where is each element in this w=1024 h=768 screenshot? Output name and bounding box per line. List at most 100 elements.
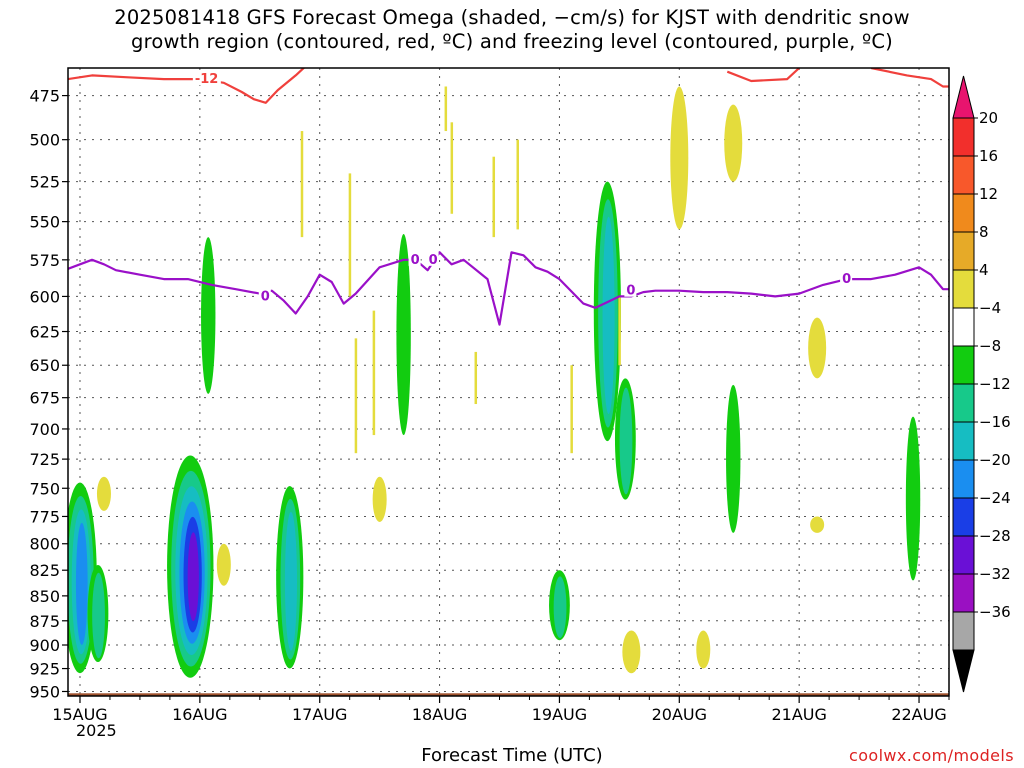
freezing-level-label: 0 [411,253,420,268]
omega-negative-cell [92,572,105,659]
omega-positive-cell [670,86,689,230]
freezing-level-label: 0 [261,289,270,304]
omega-negative-cell [553,576,567,639]
omega-positive-cell [810,516,825,533]
omega-positive-cell [96,476,111,511]
x-tick-label: 19AUG [532,705,587,724]
omega-positive-streak [618,296,621,366]
colorbar-label: −24 [979,489,1011,507]
omega-positive-streak [570,365,573,454]
omega-positive-streak [354,338,358,454]
colorbar-swatch [952,573,975,613]
colorbar-label: 20 [979,109,998,127]
omega-negative-cell [201,237,216,394]
y-tick-label: 925 [29,660,60,679]
freezing-level-label-bg [408,251,421,266]
year-label: 2025 [76,721,117,740]
freezing-level-contour [68,251,949,326]
omega-negative-cell [396,234,411,436]
freezing-level-label: 0 [842,272,851,287]
y-tick-label: 800 [29,535,60,554]
colorbar-swatch [952,307,975,347]
colorbar-label: −16 [979,413,1011,431]
omega-positive-streak [300,131,304,238]
freezing-level-label-bg [624,282,637,297]
colorbar-swatch [952,497,975,537]
y-tick-label: 500 [29,131,60,150]
colorbar-swatch [952,611,975,651]
chart-title: 2025081418 GFS Forecast Omega (shaded, −… [0,6,1024,54]
colorbar-bottom-arrow [952,649,975,693]
y-tick-label: 700 [29,420,60,439]
y-tick-label: 650 [29,356,60,375]
y-tick-label: 750 [29,479,60,498]
freezing-level-label-bg [840,271,853,286]
colorbar-swatch [952,421,975,461]
omega-positive-cell [808,317,827,379]
omega-negative-cell [187,532,199,622]
chart-title-line-2: growth region (contoured, red, ºC) and f… [131,30,893,53]
colorbar-label: −12 [979,375,1011,393]
y-tick-label: 900 [29,636,60,655]
y-tick-label: 875 [29,612,60,631]
colorbar-label: 8 [979,223,989,241]
colorbar-label: −4 [979,299,1001,317]
x-tick-label: 21AUG [771,705,826,724]
y-tick-label: 550 [29,213,60,232]
dgz-contour [68,68,306,104]
y-tick-label: 825 [29,561,60,580]
colorbar-label: −36 [979,603,1011,621]
colorbar-swatch [952,383,975,423]
dgz-label-bg [192,71,221,86]
freezing-level-label: 0 [429,253,438,268]
colorbar-swatch [952,269,975,309]
omega-negative-cell [602,216,615,415]
omega-positive-cell [622,630,641,674]
colorbar-swatch [952,193,975,233]
omega-positive-streak [450,122,454,214]
y-tick-label: 725 [29,450,60,469]
dgz-label: -12 [195,72,219,87]
freezing-level-label-bg [258,288,271,303]
y-tick-label: 600 [29,287,60,306]
ground-surface [68,693,949,696]
omega-shading [68,86,921,678]
colorbar-label: −32 [979,565,1011,583]
x-axis: 15AUG 16AUG 17AUG 18AUG 19AUG 20AUG 21AUG 22AUG [52,696,950,724]
colorbar-label: 4 [979,261,989,279]
x-tick-label: 15AUG [52,705,107,724]
credit-link[interactable]: coolwx.com/models [849,746,1014,765]
colorbar-label: 16 [979,147,998,165]
x-tick-label: 22AUG [891,705,946,724]
contours: 00 000-12 [68,68,949,326]
colorbar-swatch [952,345,975,385]
y-tick-label: 525 [29,173,60,192]
y-tick-label: 850 [29,587,60,606]
omega-negative-cell [619,387,633,495]
omega-positive-streak [492,156,496,238]
y-tick-label: 625 [29,323,60,342]
x-tick-label: 18AUG [412,705,467,724]
chart-title-line-1: 2025081418 GFS Forecast Omega (shaded, −… [114,6,910,29]
x-axis-title: Forecast Time (UTC) [421,745,603,766]
omega-negative-cell [75,522,88,645]
omega-positive-cell [724,104,743,182]
omega-positive-streak [348,173,352,297]
omega-positive-streak [516,139,519,230]
colorbar-label: 12 [979,185,998,203]
omega-negative-cell [905,416,921,581]
x-tick-label: 17AUG [292,705,347,724]
omega-positive-cell [372,476,387,522]
omega-negative-cell [284,511,297,651]
colorbar-swatch [952,155,975,195]
freezing-level-label: 0 [626,284,635,299]
dgz-contour [870,68,949,88]
plot-frame [67,67,950,697]
y-tick-label: 675 [29,389,60,408]
colorbar-swatch [952,117,975,157]
colorbar-top-arrow [952,75,975,119]
ground-strip [68,693,949,696]
omega-negative-cell [726,384,741,533]
colorbar-label: −20 [979,451,1011,469]
